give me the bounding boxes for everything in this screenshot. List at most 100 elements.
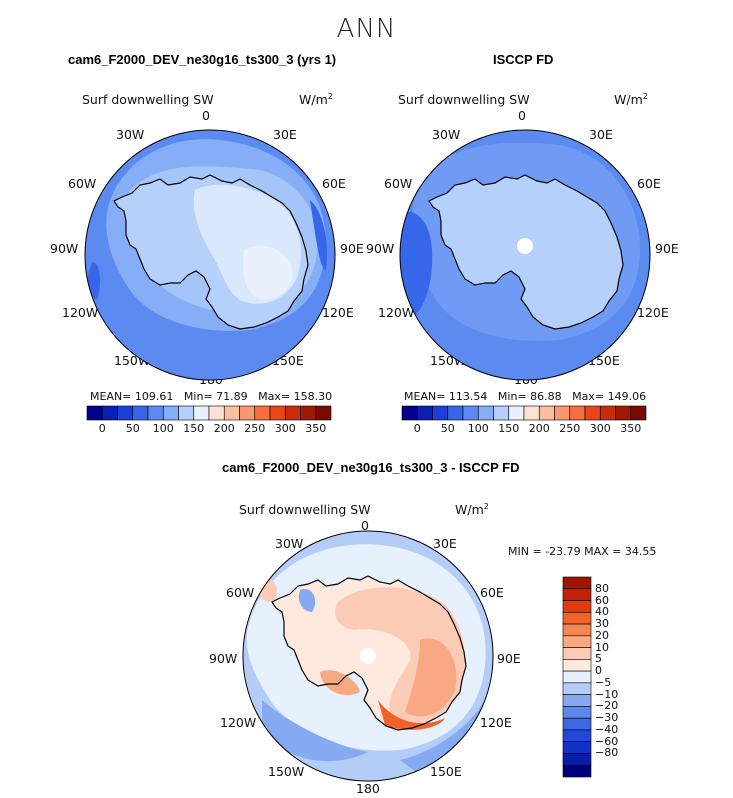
colorbar-swatch [193, 405, 210, 421]
colorbar-tick-label: 10 [595, 640, 609, 654]
colorbar-swatch [562, 588, 592, 601]
colorbar-tick-label: 50 [440, 422, 455, 435]
colorbar-swatch [562, 623, 592, 637]
colorbar-swatch [562, 717, 592, 731]
colorbar-swatch [447, 405, 464, 421]
panel1-title: cam6_F2000_DEV_ne30g16_ts300_3 (yrs 1) [68, 52, 337, 67]
colorbar-tick-label: −60 [595, 734, 619, 748]
p3-lon-150w: 150W [268, 764, 305, 779]
p3-lon-90e: 90E [497, 651, 521, 666]
colorbar-tick-label: 50 [125, 422, 140, 435]
panel3-colorbar [562, 576, 592, 778]
colorbar-swatch [86, 405, 103, 421]
panel2-map [400, 130, 650, 380]
colorbar-swatch [562, 611, 592, 625]
p1-lon-60e: 60E [322, 176, 346, 191]
colorbar-tick-label: 0 [413, 422, 421, 435]
p3-lon-180: 180 [356, 781, 380, 796]
colorbar-tick-label: 30 [595, 617, 609, 631]
colorbar-swatch [147, 405, 164, 421]
colorbar-swatch [162, 405, 179, 421]
p3-lon-120e: 120E [480, 715, 512, 730]
panel2-title: ISCCP FD [493, 52, 554, 67]
colorbar-tick-label: 0 [98, 422, 106, 435]
colorbar-tick-label: 0 [595, 664, 602, 678]
colorbar-tick-label: 100 [467, 422, 489, 435]
colorbar-tick-label: −10 [595, 687, 619, 701]
colorbar-swatch [554, 405, 571, 421]
p3-lon-60e: 60E [480, 585, 504, 600]
colorbar-swatch [223, 405, 240, 421]
colorbar-swatch [239, 405, 256, 421]
colorbar-swatch [562, 647, 592, 660]
colorbar-tick-label: −30 [595, 711, 619, 725]
colorbar-swatch [117, 405, 134, 421]
colorbar-swatch [584, 405, 601, 421]
p3-lon-120w: 120W [220, 715, 257, 730]
colorbar-tick-label: −5 [595, 675, 612, 689]
colorbar-tick-label: 250 [244, 422, 266, 435]
panel2-variable-label: Surf downwelling SW [398, 92, 530, 107]
colorbar-swatch [562, 706, 592, 719]
colorbar-swatch [562, 729, 592, 743]
colorbar-swatch [508, 405, 525, 421]
p1-lon-30e: 30E [273, 127, 297, 142]
colorbar-tick-label: 40 [595, 605, 609, 619]
p2-lon-30e: 30E [589, 127, 613, 142]
p3-lon-150e: 150E [430, 764, 462, 779]
colorbar-swatch [562, 764, 592, 778]
p2-lon-90w: 90W [366, 241, 395, 256]
panel1-variable-label: Surf downwelling SW [82, 92, 214, 107]
colorbar-swatch [562, 576, 592, 590]
colorbar-swatch [315, 405, 332, 421]
colorbar-swatch [300, 405, 317, 421]
colorbar-swatch [208, 405, 225, 421]
colorbar-swatch [477, 405, 494, 421]
colorbar-tick-label: 80 [595, 581, 609, 595]
panel2-units: W/m2 [614, 92, 648, 108]
p3-lon-30e: 30E [433, 536, 457, 551]
colorbar-swatch [562, 741, 592, 754]
panel3-units: W/m2 [455, 502, 489, 518]
colorbar-swatch [416, 405, 433, 421]
p2-lon-0: 0 [518, 108, 526, 123]
colorbar-swatch [615, 405, 632, 421]
panel3-stats: MIN = -23.79 MAX = 34.55 [508, 545, 657, 558]
colorbar-swatch [493, 405, 510, 421]
colorbar-tick-label: 100 [152, 422, 174, 435]
p3-lon-60w: 60W [226, 585, 255, 600]
p1-lon-60w: 60W [68, 176, 97, 191]
colorbar-swatch [269, 405, 286, 421]
colorbar-swatch [462, 405, 479, 421]
colorbar-tick-label: 20 [595, 628, 609, 642]
colorbar-swatch [569, 405, 586, 421]
panel1-stats: MEAN= 109.61 Min= 71.89 Max= 158.30 [90, 390, 333, 403]
colorbar-tick-label: 300 [274, 422, 296, 435]
panel3-variable-label: Surf downwelling SW [239, 502, 371, 517]
colorbar-tick-label: 300 [589, 422, 611, 435]
colorbar-swatch [562, 600, 592, 613]
colorbar-swatch [284, 405, 301, 421]
p2-lon-120e: 120E [637, 305, 669, 320]
colorbar-swatch [562, 670, 592, 684]
panel2-colorbar [401, 405, 647, 421]
colorbar-tick-label: 150 [498, 422, 520, 435]
colorbar-tick-label: 150 [183, 422, 205, 435]
p2-lon-120w: 120W [378, 305, 415, 320]
colorbar-swatch [562, 635, 592, 648]
panel3-title: cam6_F2000_DEV_ne30g16_ts300_3 - ISCCP F… [222, 460, 520, 475]
colorbar-tick-label: −20 [595, 699, 619, 713]
p1-lon-0: 0 [202, 108, 210, 123]
panel2-stats: MEAN= 113.54 Min= 86.88 Max= 149.06 [404, 390, 647, 403]
colorbar-swatch [562, 694, 592, 707]
p3-lon-90w: 90W [209, 651, 238, 666]
p2-lon-60w: 60W [384, 176, 413, 191]
panel1-units: W/m2 [299, 92, 333, 108]
colorbar-swatch [562, 753, 592, 766]
colorbar-swatch [562, 659, 592, 672]
colorbar-tick-label: 60 [595, 593, 609, 607]
colorbar-tick-label: −40 [595, 722, 619, 736]
p1-lon-120e: 120E [322, 305, 354, 320]
colorbar-swatch [401, 405, 418, 421]
